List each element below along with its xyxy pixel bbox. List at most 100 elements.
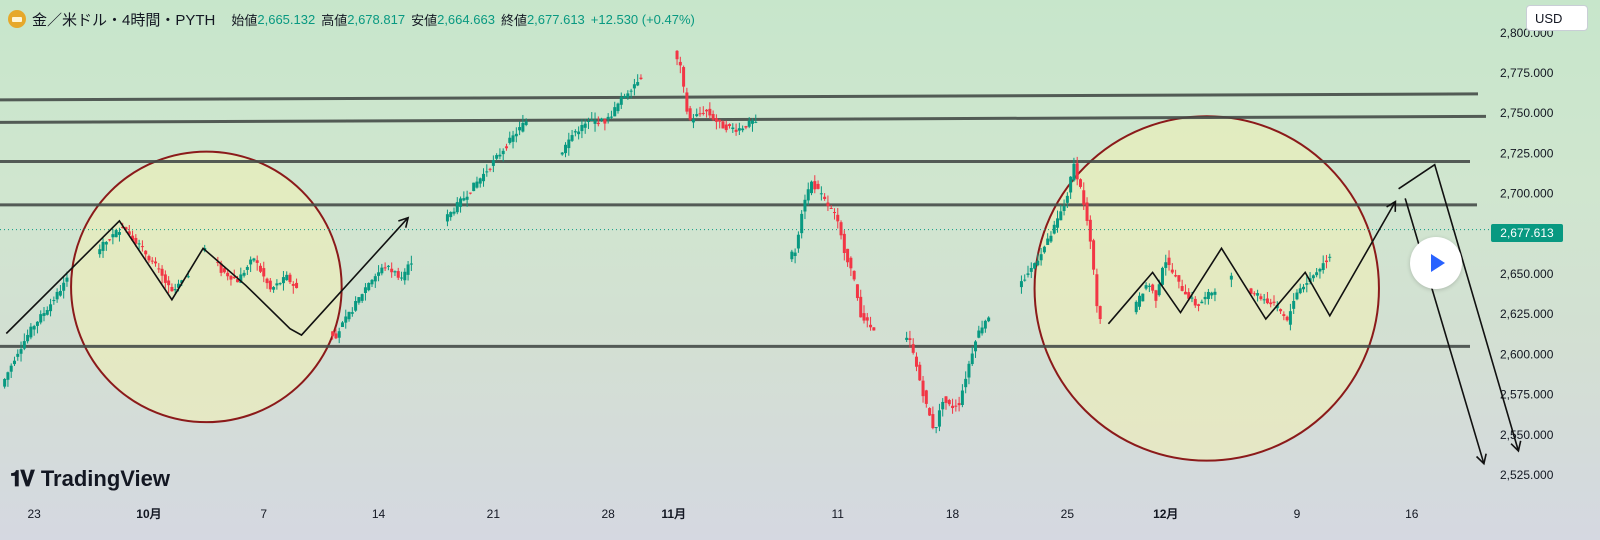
candle-body (242, 272, 246, 276)
candle-body (1049, 235, 1053, 242)
price-axis-label: 2,600.000 (1500, 347, 1554, 361)
candle-body (632, 84, 636, 89)
candle-body (862, 313, 866, 321)
candle-body (524, 121, 528, 125)
candle-body (1092, 240, 1096, 270)
candle-body (606, 116, 610, 120)
candle-body (1019, 281, 1023, 288)
price-axis-label: 2,725.000 (1500, 146, 1554, 160)
candle-body (176, 283, 180, 288)
candle-body (1036, 260, 1040, 266)
candle-body (1042, 246, 1046, 253)
candle-body (19, 349, 23, 354)
candle-body (167, 280, 171, 286)
candle-body (249, 259, 253, 265)
candle-body (370, 279, 374, 285)
candle-body (750, 120, 754, 124)
candle-body (744, 126, 748, 128)
candle-body (186, 276, 190, 278)
candle-body (911, 344, 915, 353)
candle-body (701, 112, 705, 114)
candle-body (964, 378, 968, 388)
candle-body (278, 283, 282, 285)
candle-body (288, 274, 292, 283)
time-axis-label: 25 (1061, 507, 1075, 521)
candle-body (114, 230, 118, 238)
candle-body (121, 226, 125, 229)
candle-body (291, 283, 295, 286)
candle-body (616, 103, 620, 112)
candle-body (219, 263, 223, 273)
candle-body (400, 277, 404, 279)
candle-body (229, 275, 233, 280)
symbol-title[interactable]: 金／米ドル・4時間・PYTH (32, 11, 216, 29)
candle-body (245, 266, 249, 270)
highlight-circle (70, 150, 343, 424)
time-axis-label: 12月 (1153, 507, 1178, 521)
candle-body (1190, 297, 1194, 299)
candle-body (239, 274, 243, 283)
candle-body (347, 311, 351, 320)
candle-body (344, 316, 348, 323)
candle-body (150, 260, 154, 262)
candle-body (1056, 218, 1060, 228)
candle-body (580, 125, 584, 132)
candle-body (951, 405, 955, 409)
replay-button[interactable] (1410, 237, 1462, 289)
gold-coin-icon[interactable] (8, 10, 26, 28)
candle-body (941, 401, 945, 410)
candle-body (1249, 288, 1253, 294)
candle-body (140, 246, 144, 248)
candle-body (154, 261, 158, 264)
candle-body (137, 243, 141, 245)
candle-body (52, 300, 56, 302)
candle-body (813, 181, 817, 190)
candle-body (1298, 288, 1302, 294)
currency-button[interactable]: USD (1526, 5, 1588, 31)
tradingview-logo[interactable]: 𝟏𝐕 TradingView (10, 466, 170, 492)
candle-body (1200, 301, 1204, 304)
candle-body (504, 146, 508, 149)
candle-body (1193, 298, 1197, 306)
horizontal-level-line (0, 92, 1479, 102)
candle-body (1265, 298, 1269, 304)
candle-body (1252, 293, 1256, 295)
horizontal-level-line (0, 114, 1487, 124)
candle-body (1213, 291, 1217, 295)
brand-name: TradingView (40, 466, 171, 491)
candle-body (49, 304, 53, 312)
candle-body (921, 380, 925, 397)
candle-body (147, 256, 151, 261)
candle-body (977, 330, 981, 338)
candle-body (29, 326, 33, 338)
candle-body (1065, 195, 1069, 203)
candle-body (1088, 219, 1092, 242)
candle-body (1078, 179, 1082, 187)
candle-body (796, 234, 800, 249)
candle-body (340, 322, 344, 327)
candle-body (987, 317, 991, 322)
candle-body (708, 108, 712, 116)
candle-body (583, 123, 587, 128)
candle-body (383, 267, 387, 269)
candle-body (42, 313, 46, 316)
candle-body (577, 131, 581, 135)
candle-body (331, 331, 335, 336)
candle-body (1151, 284, 1155, 291)
candle-body (275, 283, 279, 286)
candle-body (810, 181, 814, 194)
candle-body (705, 109, 709, 112)
candle-body (626, 93, 630, 98)
candle-body (39, 314, 43, 323)
time-axis-label: 28 (601, 507, 615, 521)
candle-body (914, 356, 918, 367)
candle-body (983, 320, 987, 329)
candle-body (9, 365, 13, 372)
candle-body (222, 268, 226, 273)
candle-body (839, 222, 843, 236)
candle-body (475, 181, 479, 188)
candle-body (731, 127, 735, 130)
candle-body (35, 321, 39, 326)
